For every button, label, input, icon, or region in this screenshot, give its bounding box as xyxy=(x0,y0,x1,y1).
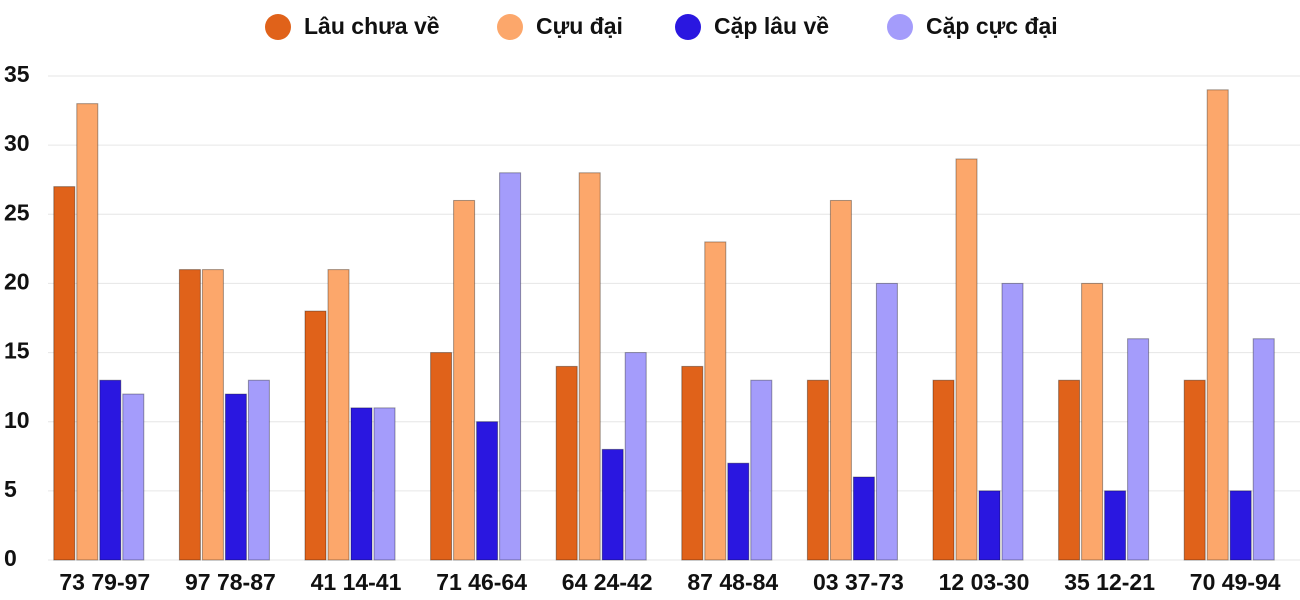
legend-marker xyxy=(497,14,523,40)
y-tick-label: 35 xyxy=(4,61,30,87)
bar xyxy=(750,379,773,561)
y-tick-label: 0 xyxy=(4,545,17,571)
bar xyxy=(681,365,704,561)
bar xyxy=(1127,338,1150,561)
y-tick-label: 10 xyxy=(4,407,30,433)
legend-marker xyxy=(265,14,291,40)
y-tick-label: 15 xyxy=(4,338,30,364)
legend-label: Cựu đại xyxy=(536,13,623,39)
legend-marker xyxy=(675,14,701,40)
bar xyxy=(476,421,499,561)
x-tick-label: 73 79-97 xyxy=(59,569,150,595)
y-tick-label: 5 xyxy=(4,476,17,502)
bar xyxy=(1001,282,1024,561)
bar xyxy=(1104,490,1127,561)
bar xyxy=(224,393,247,561)
bar xyxy=(875,282,898,561)
y-tick-label: 25 xyxy=(4,199,30,225)
legend-label: Cặp cực đại xyxy=(926,13,1058,39)
bar xyxy=(727,462,750,561)
bar xyxy=(555,365,578,561)
bar xyxy=(373,407,396,561)
bar xyxy=(829,199,852,561)
bar xyxy=(978,490,1001,561)
bar xyxy=(932,379,955,561)
x-tick-label: 70 49-94 xyxy=(1190,569,1281,595)
bar xyxy=(53,186,76,561)
y-tick-label: 20 xyxy=(4,269,30,295)
x-tick-label: 12 03-30 xyxy=(939,569,1030,595)
bar xyxy=(955,158,978,561)
bar xyxy=(201,269,224,561)
bar xyxy=(578,172,601,561)
bar xyxy=(1081,282,1104,561)
x-tick-label: 35 12-21 xyxy=(1064,569,1155,595)
bar xyxy=(624,352,647,561)
bar xyxy=(247,379,270,561)
x-tick-label: 03 37-73 xyxy=(813,569,904,595)
bar xyxy=(430,352,453,561)
bar xyxy=(601,448,624,561)
bar xyxy=(304,310,327,561)
legend-label: Cặp lâu về xyxy=(714,13,829,39)
bar xyxy=(1206,89,1229,561)
x-tick-label: 87 48-84 xyxy=(687,569,778,595)
bar xyxy=(806,379,829,561)
legend-marker xyxy=(887,14,913,40)
bar xyxy=(327,269,350,561)
y-tick-label: 30 xyxy=(4,130,30,156)
bar xyxy=(76,103,99,561)
bar xyxy=(1183,379,1206,561)
x-tick-label: 64 24-42 xyxy=(562,569,653,595)
x-tick-label: 97 78-87 xyxy=(185,569,276,595)
bar xyxy=(350,407,373,561)
legend-label: Lâu chưa về xyxy=(304,13,440,39)
x-tick-label: 71 46-64 xyxy=(436,569,527,595)
bar xyxy=(704,241,727,561)
bar xyxy=(99,379,122,561)
bar xyxy=(122,393,145,561)
bar xyxy=(453,199,476,561)
x-tick-label: 41 14-41 xyxy=(311,569,402,595)
bar xyxy=(1058,379,1081,561)
bar xyxy=(499,172,522,561)
bar xyxy=(178,269,201,561)
bar xyxy=(852,476,875,561)
bar xyxy=(1252,338,1275,561)
bar xyxy=(1229,490,1252,561)
